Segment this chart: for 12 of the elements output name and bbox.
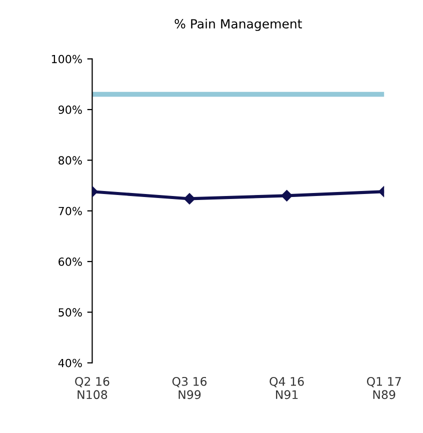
chart-title: % Pain Management: [174, 18, 302, 31]
y-tick-label: 40%: [58, 358, 82, 368]
x-tick-label: Q2 16 N108: [75, 376, 110, 400]
y-tick-label: 60%: [58, 258, 82, 266]
x-tick-label: Q4 16 N91: [270, 376, 304, 400]
y-tick-label: 80%: [58, 156, 82, 165]
y-tick-label: 70%: [58, 206, 82, 216]
y-tick-label: 100%: [52, 54, 82, 64]
y-tick-label: 90%: [58, 106, 82, 114]
y-tick-label: 50%: [58, 308, 82, 317]
x-tick-label: Q1 17 N89: [366, 376, 401, 400]
x-tick-label: Q3 16 N99: [172, 376, 207, 400]
